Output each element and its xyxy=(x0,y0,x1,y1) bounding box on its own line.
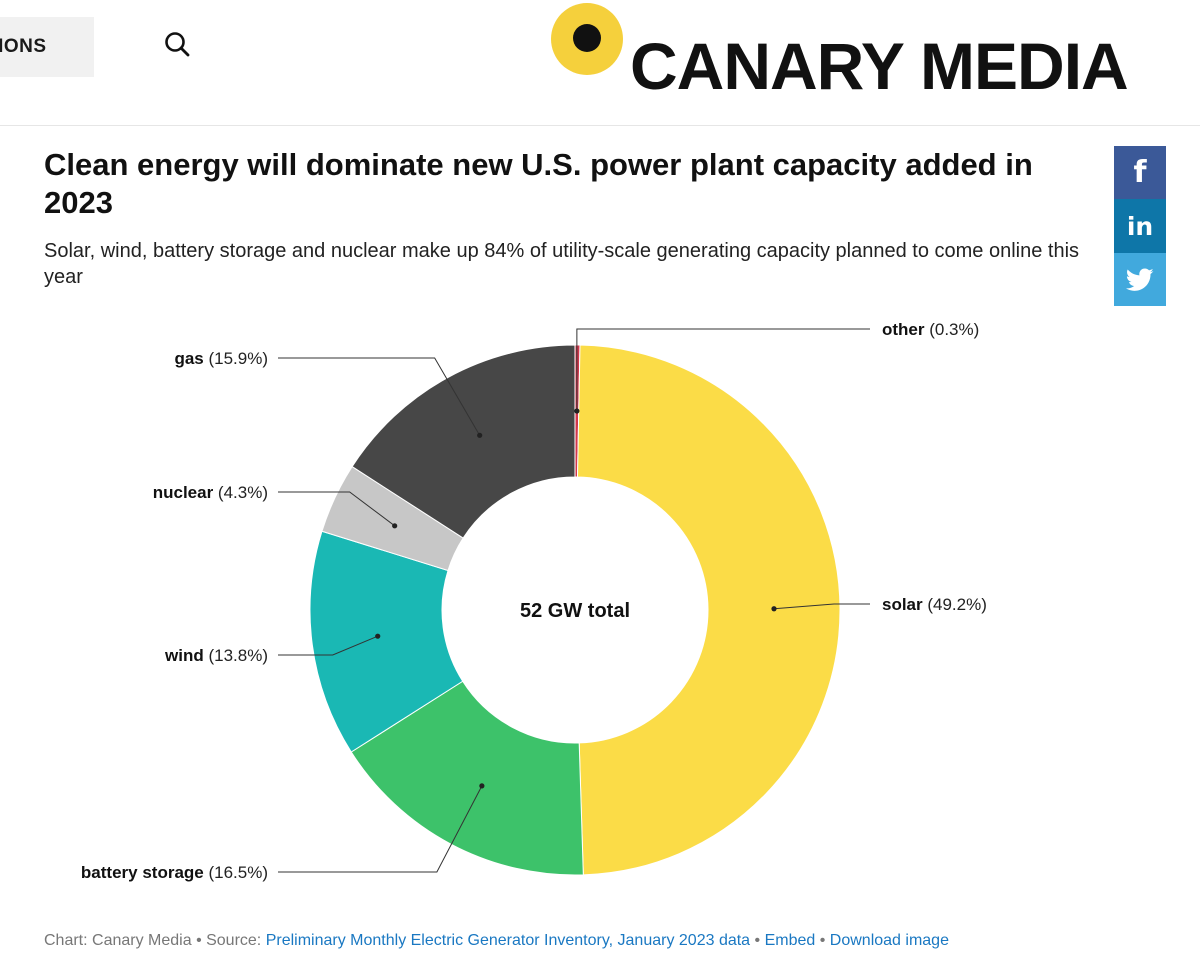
label-battery-storage: battery storage (16.5%) xyxy=(81,863,268,882)
label-name-wind: wind xyxy=(164,646,204,665)
facebook-share-button[interactable]: f xyxy=(1114,146,1166,199)
label-wind: wind (13.8%) xyxy=(164,646,268,665)
brand-wordmark[interactable]: CANARY MEDIA xyxy=(630,29,1129,103)
slice-gas[interactable] xyxy=(351,344,576,539)
sections-menu-button[interactable]: TIONS xyxy=(0,17,94,77)
leader-dot-other xyxy=(574,408,580,414)
footer-separator: • xyxy=(750,932,765,949)
label-value-other: (0.3%) xyxy=(925,320,980,339)
twitter-share-button[interactable] xyxy=(1114,253,1166,306)
sections-menu-label: TIONS xyxy=(0,36,47,57)
leader-dot-solar xyxy=(771,606,777,612)
leader-line-other xyxy=(576,328,870,412)
center-total-label: 52 GW total xyxy=(520,600,630,622)
facebook-icon: f xyxy=(1133,155,1147,190)
leader-dot-gas xyxy=(477,432,483,438)
label-name-other: other xyxy=(882,320,925,339)
logo-black-dot xyxy=(573,24,601,52)
share-bar: f in xyxy=(1114,146,1166,306)
chart-footer: Chart: Canary Media • Source: Preliminar… xyxy=(44,932,949,950)
label-value-gas: (15.9%) xyxy=(204,349,268,368)
leader-line-wind xyxy=(278,635,378,656)
label-value-battery-storage: (16.5%) xyxy=(204,863,268,882)
slice-wind[interactable] xyxy=(309,530,464,753)
source-link[interactable]: Preliminary Monthly Electric Generator I… xyxy=(265,932,751,949)
leader-line-gas xyxy=(278,357,481,436)
label-name-gas: gas xyxy=(174,349,203,368)
footer-separator: • xyxy=(815,932,830,949)
label-solar: solar (49.2%) xyxy=(882,595,987,614)
embed-link[interactable]: Embed xyxy=(764,932,816,949)
leader-dot-nuclear xyxy=(392,523,398,529)
label-name-nuclear: nuclear xyxy=(153,483,214,502)
donut-chart: other (0.3%) solar (49.2%) battery storage… xyxy=(81,320,987,882)
chart-labels: other (0.3%) solar (49.2%) battery storage… xyxy=(81,320,987,882)
label-name-solar: solar xyxy=(882,595,923,614)
leader-dot-wind xyxy=(375,633,381,639)
top-navigation-bar: TIONS CANARY MEDIA xyxy=(0,0,1200,126)
label-other: other (0.3%) xyxy=(882,320,979,339)
linkedin-share-button[interactable]: in xyxy=(1114,199,1166,253)
chart-subtitle: Solar, wind, battery storage and nuclear… xyxy=(44,240,1080,288)
label-name-battery-storage: battery storage xyxy=(81,863,204,882)
leader-line-battery-storage xyxy=(278,785,483,873)
label-value-nuclear: (4.3%) xyxy=(213,483,268,502)
search-icon[interactable] xyxy=(163,30,191,58)
leader-line-nuclear xyxy=(278,491,395,527)
leader-dot-battery-storage xyxy=(479,783,485,789)
linkedin-icon: in xyxy=(1126,211,1154,241)
slice-battery-storage[interactable] xyxy=(350,680,584,876)
download-image-link[interactable]: Download image xyxy=(829,932,949,949)
label-nuclear: nuclear (4.3%) xyxy=(153,483,268,502)
footer-credit: Chart: Canary Media • Source: xyxy=(44,932,266,949)
label-value-solar: (49.2%) xyxy=(923,595,987,614)
leader-line-solar xyxy=(773,603,870,610)
label-value-wind: (13.8%) xyxy=(204,646,268,665)
chart-title: Clean energy will dominate new U.S. powe… xyxy=(44,147,1033,220)
chart-slices xyxy=(309,344,841,876)
canary-logo-icon[interactable] xyxy=(550,2,624,76)
twitter-icon xyxy=(1126,267,1154,291)
slice-solar[interactable] xyxy=(576,344,841,876)
chart-leader-lines xyxy=(278,328,870,873)
label-gas: gas (15.9%) xyxy=(174,349,268,368)
